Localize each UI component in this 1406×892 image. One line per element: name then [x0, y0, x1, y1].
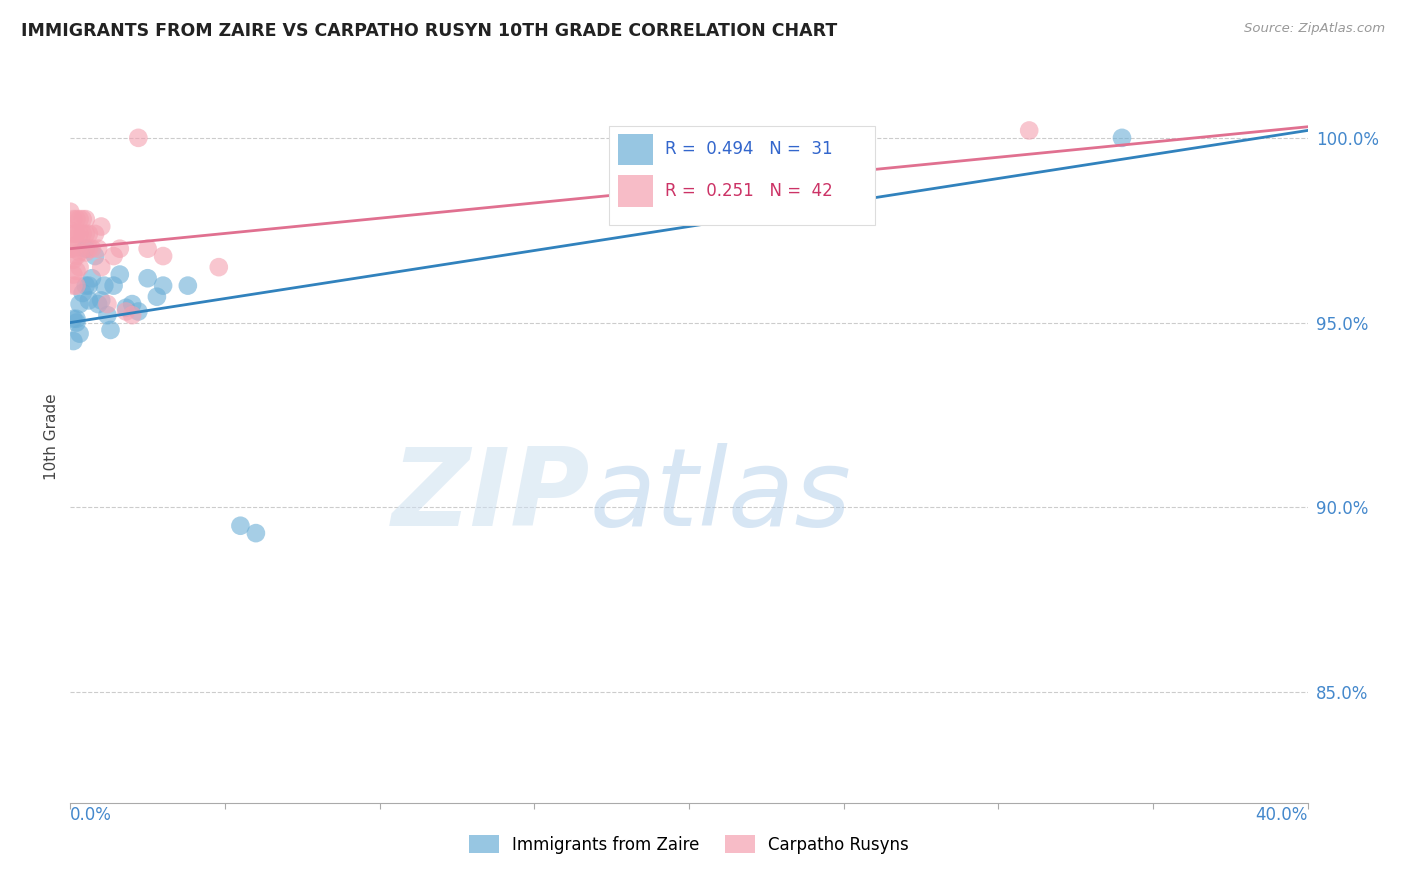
Point — [62, 278, 84, 293]
Point — [127, 131, 149, 145]
Point — [108, 268, 131, 282]
Point — [69, 326, 91, 341]
Point — [90, 219, 112, 234]
Text: 40.0%: 40.0% — [1256, 806, 1308, 824]
Point — [75, 227, 97, 241]
Point — [69, 227, 91, 241]
Point — [65, 278, 87, 293]
Point — [69, 260, 91, 274]
Legend: Immigrants from Zaire, Carpatho Rusyns: Immigrants from Zaire, Carpatho Rusyns — [463, 829, 915, 860]
Text: 0.0%: 0.0% — [70, 806, 112, 824]
Point — [245, 526, 267, 541]
Y-axis label: 10th Grade: 10th Grade — [44, 393, 59, 481]
Point — [152, 278, 174, 293]
Point — [72, 212, 94, 227]
Point — [87, 297, 110, 311]
Bar — [619, 134, 652, 165]
Point — [62, 311, 84, 326]
FancyBboxPatch shape — [609, 126, 875, 225]
Point — [90, 293, 112, 308]
Point — [84, 227, 107, 241]
Text: R =  0.494   N =  31: R = 0.494 N = 31 — [665, 140, 834, 158]
Point — [59, 242, 82, 256]
Text: Source: ZipAtlas.com: Source: ZipAtlas.com — [1244, 22, 1385, 36]
Point — [90, 260, 112, 274]
Point — [740, 138, 762, 153]
Point — [69, 245, 91, 260]
Point — [62, 227, 84, 241]
Point — [146, 290, 169, 304]
Point — [77, 278, 100, 293]
Point — [62, 268, 84, 282]
Point — [69, 297, 91, 311]
Point — [678, 145, 700, 160]
Point — [62, 212, 84, 227]
Point — [121, 297, 143, 311]
Point — [177, 278, 200, 293]
Point — [77, 293, 100, 308]
Point — [87, 242, 110, 256]
Point — [96, 308, 118, 322]
Point — [80, 242, 103, 256]
Point — [65, 316, 87, 330]
Point — [127, 304, 149, 318]
Point — [75, 245, 97, 260]
Point — [229, 518, 252, 533]
Point — [75, 212, 97, 227]
Point — [62, 242, 84, 256]
Point — [80, 271, 103, 285]
Text: IMMIGRANTS FROM ZAIRE VS CARPATHO RUSYN 10TH GRADE CORRELATION CHART: IMMIGRANTS FROM ZAIRE VS CARPATHO RUSYN … — [21, 22, 838, 40]
Point — [69, 212, 91, 227]
Point — [103, 249, 125, 263]
Point — [152, 249, 174, 263]
Point — [100, 323, 122, 337]
Text: ZIP: ZIP — [392, 442, 591, 549]
Point — [103, 278, 125, 293]
Point — [65, 212, 87, 227]
Point — [77, 242, 100, 256]
Point — [84, 249, 107, 263]
Point — [1018, 123, 1040, 137]
Point — [75, 242, 97, 256]
Point — [62, 334, 84, 348]
Point — [75, 278, 97, 293]
Point — [93, 278, 115, 293]
Point — [72, 227, 94, 241]
Text: atlas: atlas — [591, 443, 852, 548]
Point — [65, 249, 87, 263]
Point — [77, 227, 100, 241]
Point — [136, 271, 159, 285]
Point — [62, 252, 84, 267]
Point — [96, 297, 118, 311]
Point — [65, 264, 87, 278]
Point — [72, 285, 94, 300]
Point — [65, 227, 87, 241]
Point — [59, 204, 82, 219]
Point — [208, 260, 231, 274]
Point — [59, 223, 82, 237]
Point — [115, 301, 138, 315]
Point — [1111, 131, 1133, 145]
Text: R =  0.251   N =  42: R = 0.251 N = 42 — [665, 182, 834, 200]
Point — [65, 238, 87, 252]
Point — [136, 242, 159, 256]
Point — [115, 304, 138, 318]
Bar — [619, 175, 652, 207]
Point — [121, 308, 143, 322]
Point — [108, 242, 131, 256]
Point — [65, 311, 87, 326]
